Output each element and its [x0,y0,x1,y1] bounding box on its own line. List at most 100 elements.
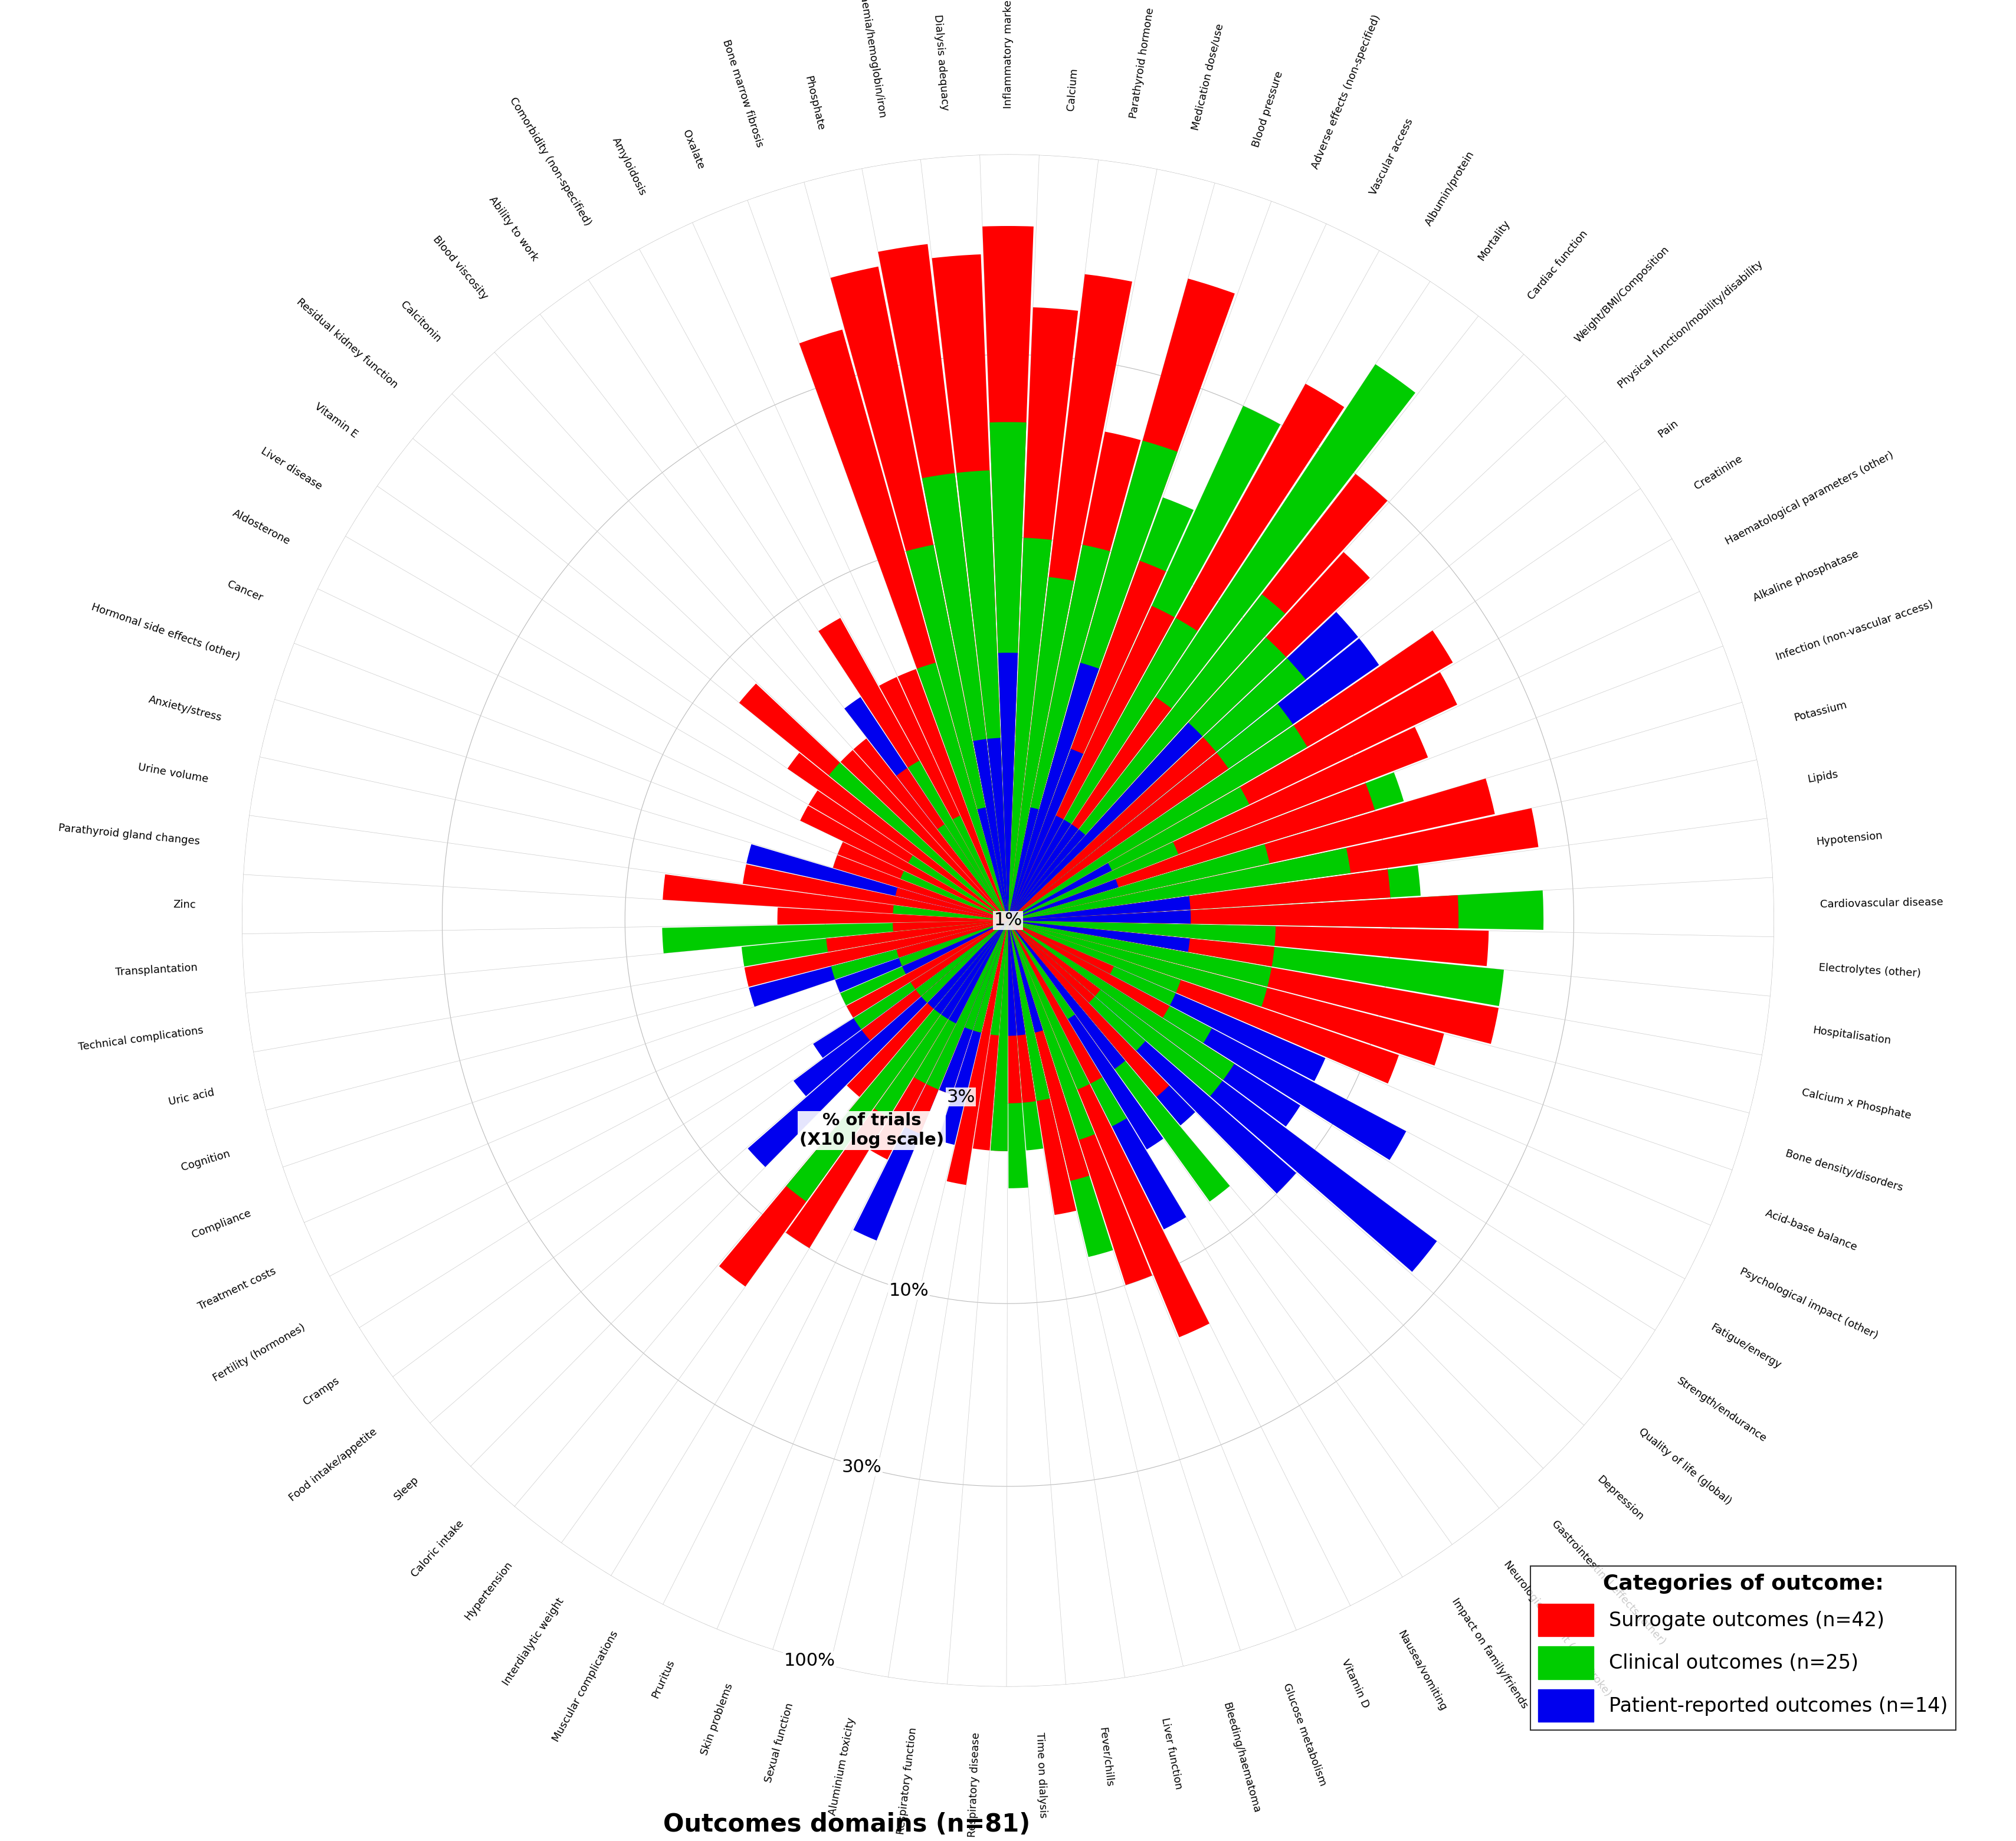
Bar [1008,698,1171,920]
Bar [720,920,1008,1287]
Bar [871,920,1008,1160]
Bar [778,908,1008,924]
Text: Cramps: Cramps [302,1375,341,1407]
Text: Caloric intake: Caloric intake [409,1519,466,1580]
Bar [1008,830,1085,920]
Bar [875,920,1008,1117]
Bar [1008,920,1042,1151]
Bar [937,920,1008,1145]
Bar [897,768,1008,920]
Bar [933,920,1008,1014]
Text: Vascular access: Vascular access [1367,118,1415,197]
Text: Depression: Depression [1595,1475,1645,1523]
Bar [907,760,1008,920]
Bar [1008,920,1407,1160]
Text: Sexual function: Sexual function [762,1701,796,1784]
Bar [1008,663,1099,920]
Text: Amyloidosis: Amyloidosis [611,136,649,197]
Bar [1008,909,1191,924]
Bar [1008,473,1387,920]
Bar [1008,639,1379,920]
Text: Compliance: Compliance [190,1208,252,1241]
Text: Strength/endurance: Strength/endurance [1675,1375,1768,1445]
Text: Residual kidney function: Residual kidney function [294,296,399,390]
Bar [1008,920,1437,1272]
Bar [941,920,1008,1020]
Bar [1008,920,1113,974]
Bar [663,874,1008,920]
Bar [1008,545,1111,920]
Bar [1008,808,1538,920]
Bar [1008,920,1272,987]
Text: Sleep: Sleep [393,1475,421,1502]
Bar [742,863,1008,920]
Text: Acid-base balance: Acid-base balance [1764,1208,1859,1254]
Text: Glucose metabolism: Glucose metabolism [1280,1683,1329,1788]
Bar [1008,788,1250,920]
Bar [895,887,1008,920]
Text: Potassium: Potassium [1792,700,1849,724]
Bar [1008,431,1141,920]
Bar [1008,920,1212,1044]
Text: Bone density/disorders: Bone density/disorders [1784,1149,1905,1193]
Text: Calcium x Phosphate: Calcium x Phosphate [1800,1088,1911,1121]
Bar [1008,920,1089,1180]
Bar [1008,782,1375,920]
Bar [1008,562,1165,920]
Bar [1008,920,1125,1070]
Bar [853,920,1008,1029]
Bar [879,245,1008,920]
Bar [1008,920,1498,1044]
Text: Muscular complications: Muscular complications [550,1629,621,1743]
Text: Haematological parameters (other): Haematological parameters (other) [1724,449,1895,547]
Text: Psychological impact (other): Psychological impact (other) [1738,1267,1879,1340]
Bar [1008,920,1488,967]
Bar [1008,920,1234,1081]
Bar [1008,920,1163,1149]
Text: Cardiac function: Cardiac function [1526,228,1591,302]
Text: Fever/chills: Fever/chills [1097,1727,1115,1788]
Text: Transplantation: Transplantation [115,963,198,978]
Bar [1008,576,1075,920]
Bar [1008,405,1280,920]
Text: 3%: 3% [946,1088,976,1106]
Bar [903,920,1008,974]
Bar [1008,920,1095,1003]
Bar [1008,920,1028,1187]
Text: Lipids: Lipids [1806,770,1839,784]
Bar [1008,920,1075,1020]
Text: Skin problems: Skin problems [700,1683,736,1756]
Bar [1008,383,1345,920]
Bar [1008,845,1270,920]
Bar [1008,920,1443,1066]
Bar [1008,816,1064,920]
Bar [1008,307,1079,920]
Bar [1008,365,1415,920]
Bar [1008,819,1070,920]
Text: Nausea/vomiting: Nausea/vomiting [1395,1629,1450,1714]
Bar [1008,920,1300,1127]
Bar [974,920,1008,1033]
Bar [1008,920,1169,1018]
Bar [794,920,1008,1095]
Bar [921,473,1008,920]
Bar [1008,920,1195,1125]
Bar [661,920,1008,954]
Bar [990,920,1008,1151]
Text: Bone marrow fibrosis: Bone marrow fibrosis [720,39,766,149]
Text: Respiratory function: Respiratory function [895,1727,919,1835]
Text: Medication dose/use: Medication dose/use [1189,22,1226,131]
Bar [939,920,1008,1094]
Bar [974,738,1008,920]
Bar [1008,920,1125,1070]
Bar [913,920,1008,1084]
Text: Food intake/appetite: Food intake/appetite [286,1427,379,1504]
Text: Calcium: Calcium [1066,68,1079,110]
Bar [1008,552,1369,920]
Bar [998,654,1018,920]
Bar [899,920,1008,967]
Text: Comorbidity (non-specified): Comorbidity (non-specified) [508,96,593,228]
Text: Oxalate: Oxalate [679,129,706,171]
Bar [1008,841,1179,920]
Text: Parathyroid gland changes: Parathyroid gland changes [58,823,200,847]
